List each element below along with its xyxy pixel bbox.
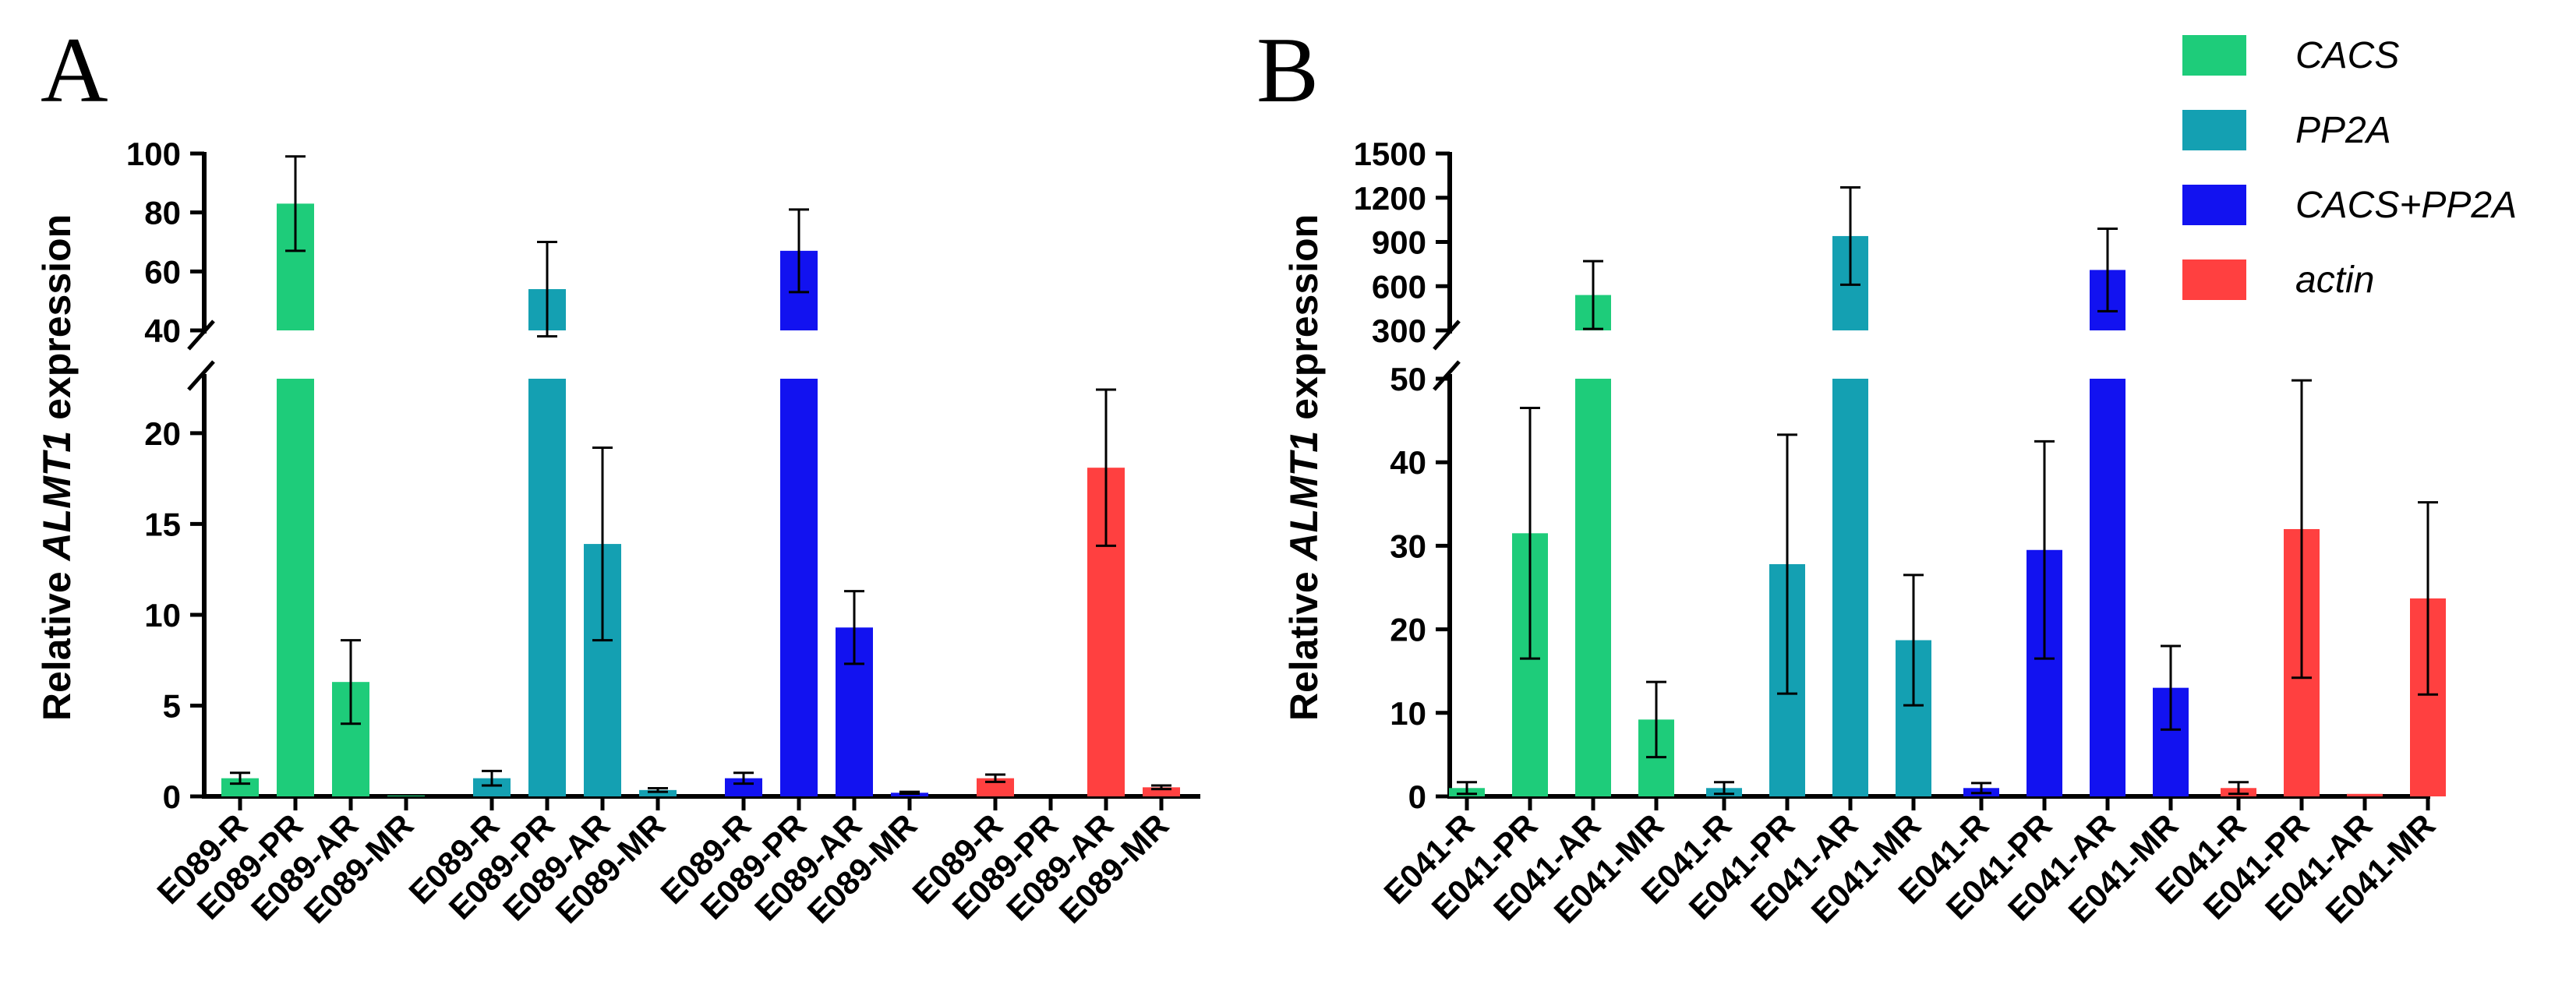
- bar: [1143, 787, 1180, 796]
- axis-break-mark-lower-a: [187, 360, 215, 391]
- y-axis-label-b: Relative ALMT1 expression: [1282, 214, 1326, 721]
- y-tick-label-lower-b: 50: [1390, 361, 1426, 397]
- y-tick-label-lower-b: 0: [1408, 778, 1426, 815]
- legend-swatch: [2182, 35, 2246, 76]
- y-tick-label-lower-a: 20: [144, 415, 181, 452]
- y-axis-label-b-prefix: Relative: [1282, 560, 1326, 721]
- y-tick-label-upper-a: 100: [126, 136, 181, 172]
- legend-label: actin: [2295, 259, 2374, 301]
- y-axis-label-b-suffix: expression: [1282, 214, 1326, 431]
- panel-letter-b: B: [1256, 18, 1319, 122]
- y-tick-label-lower-b: 30: [1390, 528, 1426, 564]
- legend-swatch: [2182, 259, 2246, 300]
- y-tick-label-upper-a: 40: [144, 312, 181, 349]
- bar-lower-segment: [2090, 379, 2125, 796]
- y-tick-label-lower-a: 0: [163, 778, 181, 815]
- y-axis-label-b-gene: ALMT1: [1282, 431, 1326, 563]
- panel-letter-a: A: [41, 18, 108, 122]
- y-tick-label-upper-a: 80: [144, 195, 181, 231]
- y-axis-label-a-prefix: Relative: [35, 560, 79, 721]
- legend-label: CACS: [2295, 35, 2399, 76]
- y-tick-label-lower-a: 15: [144, 506, 181, 542]
- legend: CACS PP2A CACS+PP2A actin: [2182, 35, 2517, 301]
- y-tick-label-upper-b: 1500: [1354, 136, 1426, 172]
- legend-label: CACS+PP2A: [2295, 185, 2517, 226]
- axis-break-mark-upper-a: [187, 319, 215, 351]
- panel-a-plot: 40608010005101520E089-RE089-PRE089-ARE08…: [126, 136, 1200, 930]
- y-tick-label-lower-a: 10: [144, 597, 181, 634]
- legend-label: PP2A: [2295, 110, 2391, 151]
- bar: [639, 789, 677, 796]
- legend-swatch: [2182, 110, 2246, 150]
- y-axis-label-a: Relative ALMT1 expression: [35, 214, 79, 721]
- y-tick-label-upper-b: 1200: [1354, 180, 1426, 217]
- axis-break-mark-lower-b: [1433, 360, 1461, 391]
- y-tick-label-upper-b: 900: [1372, 224, 1426, 261]
- y-axis-label-a-suffix: expression: [35, 214, 79, 431]
- y-tick-label-lower-b: 10: [1390, 695, 1426, 732]
- bar: [2347, 793, 2383, 796]
- panel-b-plot: 3006009001200150001020304050E041-RE041-P…: [1354, 136, 2446, 930]
- y-tick-label-upper-b: 600: [1372, 268, 1426, 305]
- bar: [473, 778, 511, 796]
- bar-lower-segment: [528, 379, 566, 796]
- y-tick-label-lower-b: 40: [1390, 444, 1426, 481]
- legend-swatch: [2182, 185, 2246, 225]
- bar-lower-segment: [780, 379, 818, 796]
- y-tick-label-upper-b: 300: [1372, 312, 1426, 349]
- bar-lower-segment: [1575, 379, 1611, 796]
- y-tick-label-upper-a: 60: [144, 253, 181, 290]
- axis-break-mark-upper-b: [1433, 319, 1461, 351]
- bar-lower-segment: [277, 379, 314, 796]
- bar-lower-segment: [1832, 379, 1868, 796]
- y-tick-label-lower-b: 20: [1390, 612, 1426, 648]
- y-tick-label-lower-a: 5: [163, 687, 181, 724]
- y-axis-label-a-gene: ALMT1: [35, 431, 79, 563]
